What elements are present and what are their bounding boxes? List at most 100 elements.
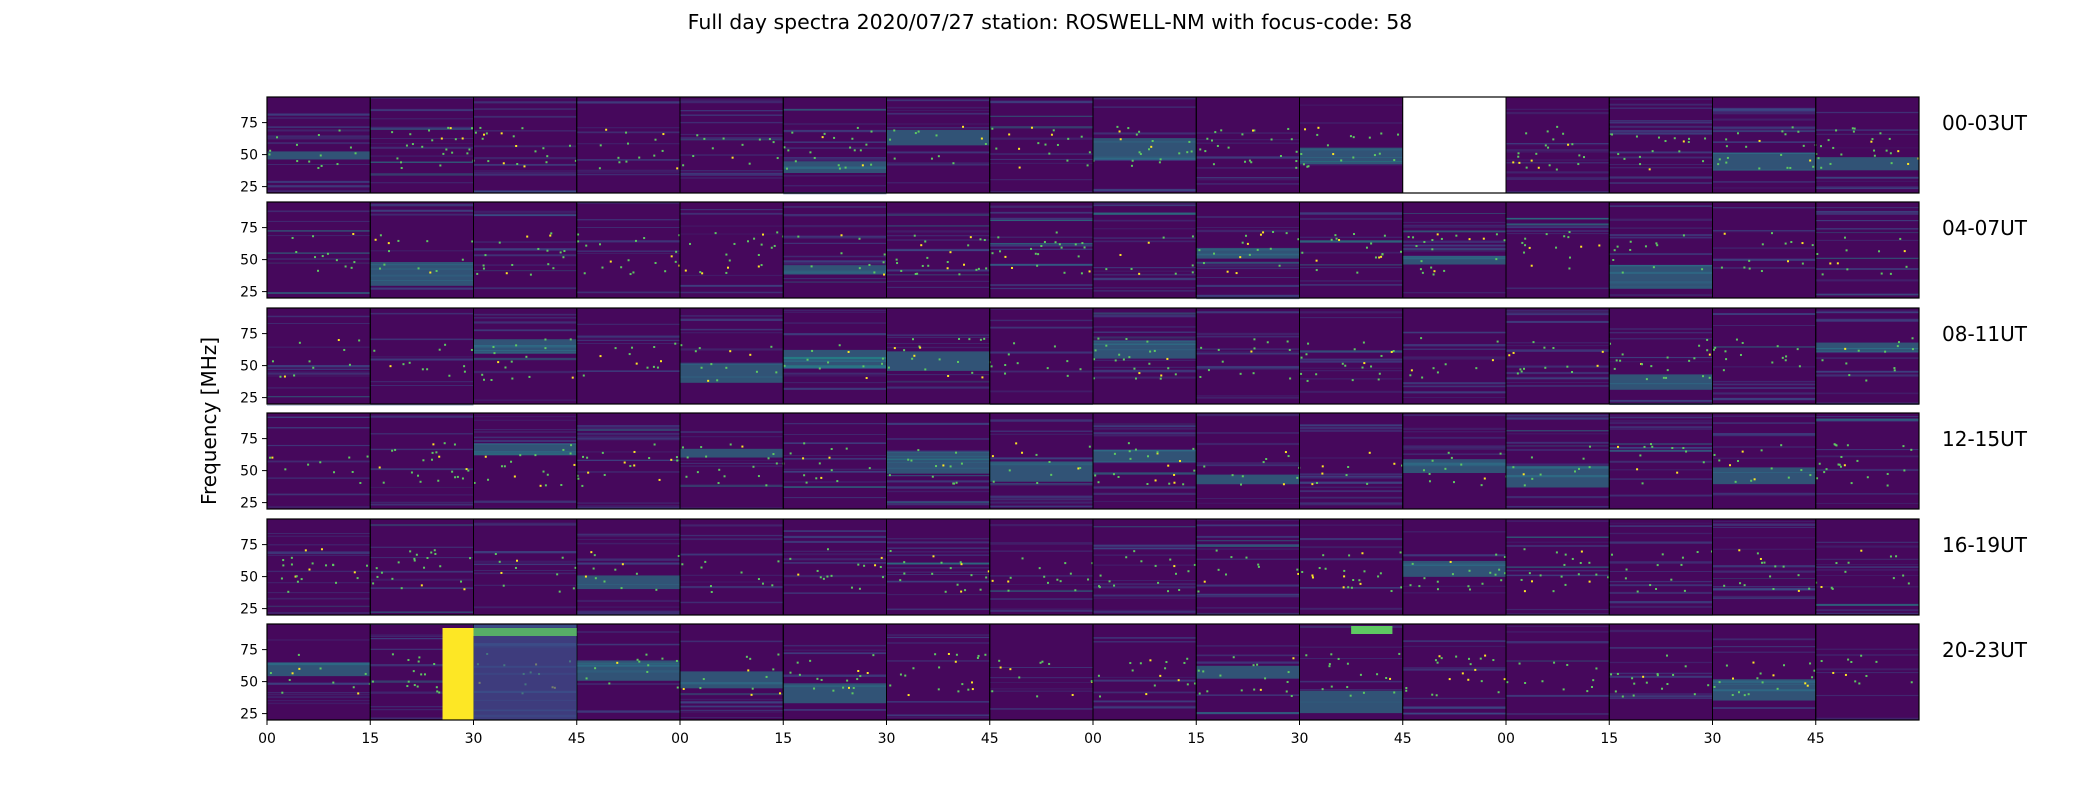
signal-dot — [1752, 661, 1755, 664]
signal-dot — [761, 582, 764, 585]
signal-dot — [1905, 265, 1908, 268]
signal-dot — [1756, 677, 1759, 680]
signal-dot — [1335, 237, 1338, 240]
signal-dot — [830, 574, 833, 577]
signal-dot — [832, 689, 835, 692]
signal-dot — [694, 350, 697, 353]
signal-dot — [1638, 155, 1641, 158]
signal-dot — [1791, 126, 1794, 129]
signal-dot — [1785, 355, 1788, 358]
spectral-line — [267, 477, 371, 479]
signal-dot — [1899, 237, 1902, 240]
signal-dot — [1865, 379, 1868, 382]
spectral-line — [1506, 371, 1610, 375]
signal-dot — [1046, 367, 1049, 370]
signal-dot — [1094, 474, 1097, 477]
spectral-line — [1299, 236, 1403, 238]
spectral-line — [1093, 425, 1197, 428]
signal-dot — [1494, 573, 1497, 576]
signal-dot — [1500, 579, 1503, 582]
signal-dot — [676, 686, 679, 689]
signal-dot — [1665, 376, 1668, 379]
spectral-line — [1402, 247, 1506, 250]
spectral-line — [267, 220, 371, 223]
signal-dot — [1009, 576, 1012, 579]
signal-dot — [1552, 138, 1555, 141]
signal-dot — [911, 357, 914, 360]
signal-dot — [319, 461, 322, 464]
signal-dot — [1735, 338, 1738, 341]
spectral-line — [1506, 191, 1610, 193]
signal-dot — [1588, 466, 1591, 469]
signal-dot — [1760, 449, 1763, 452]
signal-dot — [461, 258, 464, 261]
signal-dot — [336, 163, 339, 166]
signal-dot — [731, 156, 734, 159]
signal-dot — [451, 470, 454, 473]
signal-dot — [985, 576, 988, 579]
signal-dot — [608, 682, 611, 685]
signal-dot — [1400, 250, 1403, 253]
signal-dot — [907, 694, 910, 697]
spectral-line — [1712, 566, 1816, 568]
signal-dot — [1544, 144, 1547, 147]
signal-dot — [583, 272, 586, 275]
signal-dot — [594, 577, 597, 580]
x-tick-label: 45 — [568, 731, 586, 747]
signal-dot — [382, 481, 385, 484]
signal-dot — [881, 576, 884, 579]
spectral-line — [473, 101, 577, 103]
x-tick-label: 45 — [981, 731, 999, 747]
spectral-line — [886, 574, 990, 576]
spectral-line — [1402, 640, 1506, 643]
signal-dot — [1167, 367, 1170, 370]
signal-dot — [1253, 688, 1256, 691]
signal-dot — [1345, 474, 1348, 477]
signal-dot — [962, 125, 965, 128]
spectral-line — [1299, 538, 1403, 541]
spectral-line — [1402, 453, 1506, 455]
y-tick-label: 50 — [240, 148, 258, 164]
signal-dot — [1174, 572, 1177, 575]
spectral-line — [1506, 569, 1610, 572]
signal-dot — [809, 151, 812, 154]
spectral-line — [1506, 441, 1610, 444]
spectral-line — [783, 333, 887, 336]
signal-dot — [1655, 587, 1658, 590]
signal-dot — [1562, 688, 1565, 691]
signal-dot — [859, 675, 862, 678]
signal-dot — [1165, 661, 1168, 664]
signal-dot — [1731, 694, 1734, 697]
signal-dot — [1693, 693, 1696, 696]
signal-dot — [1361, 552, 1364, 555]
signal-dot — [352, 686, 355, 689]
spectral-line — [267, 230, 371, 232]
y-tick-label: 25 — [240, 180, 258, 196]
interference-band — [1196, 247, 1300, 259]
spectral-line — [783, 235, 887, 238]
signal-dot — [1672, 673, 1675, 676]
signal-dot — [635, 362, 638, 365]
signal-dot — [1530, 264, 1533, 267]
signal-dot — [1607, 576, 1610, 579]
signal-dot — [1531, 580, 1534, 583]
signal-dot — [1347, 586, 1350, 589]
spectral-line — [783, 225, 887, 228]
spectral-line — [1609, 522, 1713, 524]
spectral-line — [1402, 706, 1506, 709]
signal-dot — [981, 376, 984, 379]
signal-dot — [1340, 159, 1343, 162]
interference-band — [473, 443, 577, 456]
signal-dot — [1399, 551, 1402, 554]
signal-dot — [1410, 369, 1413, 372]
x-tick-label: 00 — [1084, 731, 1102, 747]
spectral-line — [370, 680, 474, 683]
signal-dot — [779, 692, 782, 695]
spectral-line — [680, 99, 784, 101]
spectral-line — [473, 436, 577, 438]
signal-dot — [335, 259, 338, 262]
spectral-line — [473, 370, 577, 374]
spectral-line — [1093, 486, 1197, 489]
spectral-line — [1815, 176, 1919, 180]
